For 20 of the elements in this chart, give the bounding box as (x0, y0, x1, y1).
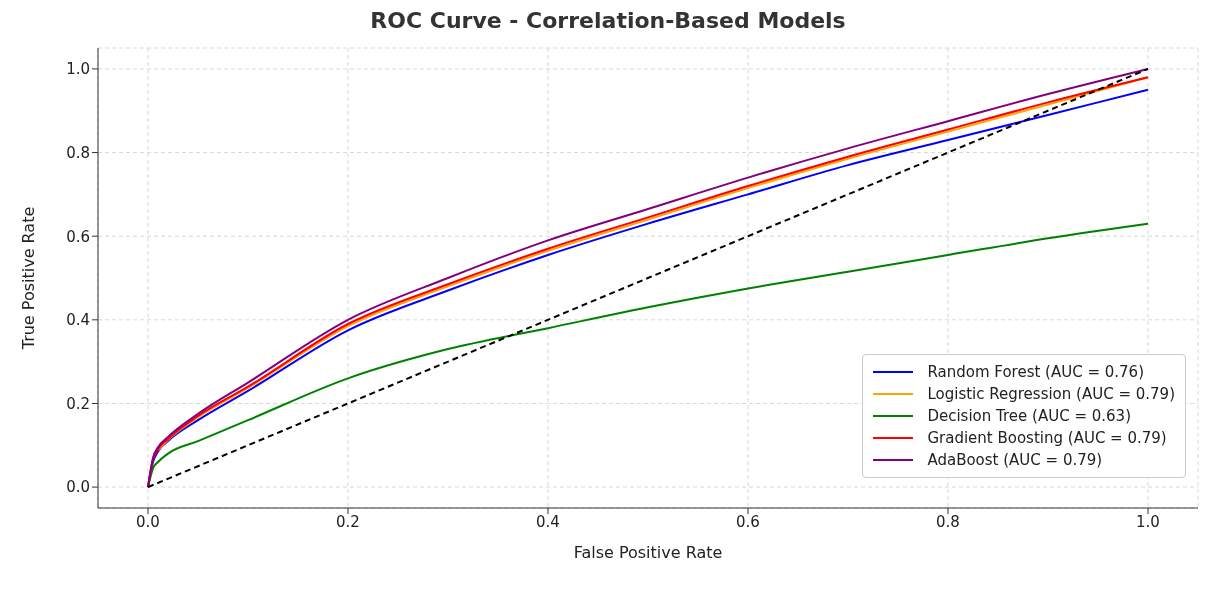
y-axis-title: True Positive Rate (18, 206, 38, 351)
legend-label: Logistic Regression (AUC = 0.79) (927, 385, 1175, 403)
legend-label: Random Forest (AUC = 0.76) (927, 363, 1145, 381)
x-tick-label: 0.0 (136, 512, 160, 531)
x-axis-title: False Positive Rate (573, 543, 723, 562)
y-tick-label: 1.0 (66, 60, 90, 79)
legend-label: Decision Tree (AUC = 0.63) (927, 407, 1131, 425)
y-tick-label: 0.4 (66, 311, 90, 330)
y-tick-label: 0.8 (66, 143, 90, 162)
legend-label: Gradient Boosting (AUC = 0.79) (927, 429, 1167, 447)
y-tick-label: 0.6 (66, 227, 90, 246)
y-tick-label: 0.2 (66, 394, 90, 413)
x-tick-label: 0.4 (536, 512, 560, 531)
chart-title: ROC Curve - Correlation-Based Models (369, 8, 847, 35)
y-tick-label: 0.0 (66, 478, 90, 497)
x-tick-label: 0.2 (336, 512, 360, 531)
legend-label: AdaBoost (AUC = 0.79) (927, 451, 1103, 469)
x-tick-label: 0.8 (936, 512, 960, 531)
x-tick-label: 0.6 (736, 512, 760, 531)
x-tick-label: 1.0 (1136, 512, 1160, 531)
